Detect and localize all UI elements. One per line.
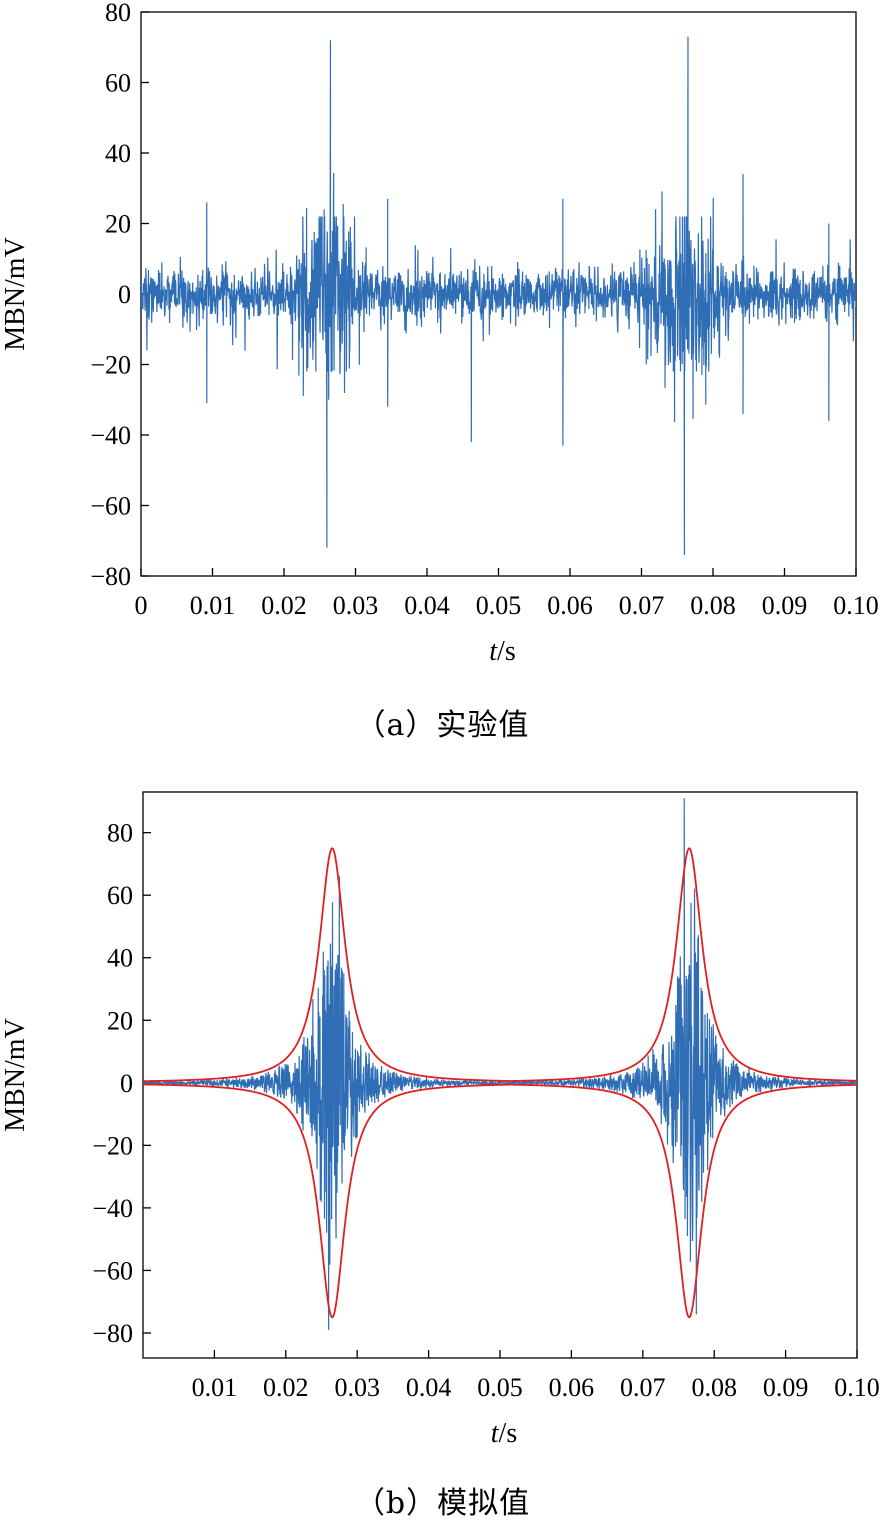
chart-a-x-tick-label: 0.01 — [190, 591, 236, 620]
chart-a-x-tick-label: 0.09 — [762, 591, 808, 620]
chart-a-x-tick-label: 0 — [135, 591, 148, 620]
caption-a: （a）实验值 — [355, 708, 530, 743]
chart-b-x-tick-label: 0.03 — [334, 1373, 380, 1402]
chart-b-x-tick-label: 0.08 — [691, 1373, 737, 1402]
chart-b-y-tick-label: 40 — [107, 944, 133, 973]
chart-b-x-tick-label: 0.06 — [549, 1373, 595, 1402]
chart-b-x-tick-label: 0.04 — [406, 1373, 452, 1402]
chart-b-y-tick-label: 80 — [107, 819, 133, 848]
chart-panel-b: −80 −60 −40 −20 0 20 40 60 80 0.01 0.02 0.03 0.04 0.0… — [0, 770, 885, 1528]
chart-b-y-tick-label: −20 — [92, 1131, 133, 1160]
chart-b-x-tick-label: 0.05 — [477, 1373, 523, 1402]
chart-b-envelope-lower — [143, 1083, 857, 1319]
chart-a-x-tick-label: 0.03 — [333, 591, 379, 620]
chart-b-x-tick-label: 0.02 — [263, 1373, 309, 1402]
chart-panel-a: −80 −60 −40 −20 0 20 40 60 80 0 0.01 0.02 0.03 0.04 0.… — [0, 0, 885, 760]
chart-b-y-tick-label: −80 — [92, 1319, 133, 1348]
chart-b-x-axis-label: t/s — [491, 1418, 517, 1449]
chart-a-y-tick-label: −20 — [90, 351, 131, 380]
chart-a-x-tick-label: 0.06 — [547, 591, 593, 620]
caption-b: （b）模拟值 — [354, 1486, 531, 1521]
chart-a-x-tick-label: 0.02 — [261, 591, 307, 620]
chart-b-x-tick-label: 0.10 — [834, 1373, 880, 1402]
chart-a-y-tick-label: −60 — [90, 492, 131, 521]
chart-a-x-axis-label: t/s — [489, 636, 515, 667]
chart-a-y-tick-label: 80 — [105, 0, 131, 27]
chart-a-x-tick-label: 0.08 — [690, 591, 736, 620]
chart-b-y-tick-label: 60 — [107, 881, 133, 910]
chart-a-series-mbn-signal — [141, 36, 856, 555]
chart-a-x-tick-label: 0.07 — [619, 591, 665, 620]
chart-b-x-tick-label: 0.09 — [763, 1373, 809, 1402]
chart-b-y-axis-label: MBN/mV — [0, 1018, 31, 1132]
chart-b-y-tick-label: −40 — [92, 1194, 133, 1223]
chart-b-svg: −80 −60 −40 −20 0 20 40 60 80 0.01 0.02 0.03 0.04 0.0… — [0, 791, 880, 1449]
chart-a-x-tick-label: 0.04 — [404, 591, 450, 620]
chart-a-y-tick-label: 20 — [105, 210, 131, 239]
chart-a-x-tick-label: 0.05 — [476, 591, 522, 620]
chart-a-y-tick-label: −80 — [90, 562, 131, 591]
chart-a-x-tick-label: 0.10 — [833, 591, 879, 620]
chart-a-y-tick-label: 60 — [105, 69, 131, 98]
chart-a-y-tick-label: 0 — [118, 280, 131, 309]
chart-a-y-tick-label: 40 — [105, 139, 131, 168]
chart-a-svg: −80 −60 −40 −20 0 20 40 60 80 0 0.01 0.02 0.03 0.04 0.… — [0, 0, 879, 667]
chart-a-y-axis-label: MBN/mV — [0, 237, 31, 351]
chart-b-y-tick-label: −60 — [92, 1256, 133, 1285]
chart-a-y-tick-label: −40 — [90, 421, 131, 450]
chart-b-y-tick-label: 0 — [120, 1069, 133, 1098]
chart-b-x-tick-label: 0.07 — [620, 1373, 666, 1402]
chart-b-y-tick-label: 20 — [107, 1006, 133, 1035]
chart-b-envelope-upper — [143, 847, 857, 1083]
chart-b-series-mbn-simulated — [143, 798, 857, 1330]
chart-b-x-tick-label: 0.01 — [192, 1373, 238, 1402]
